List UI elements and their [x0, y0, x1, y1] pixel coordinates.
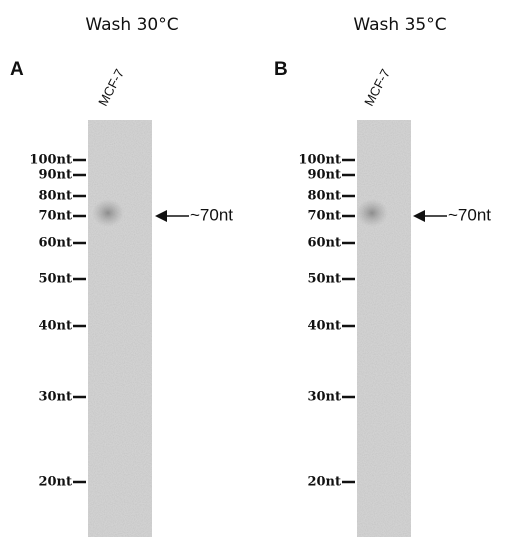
- band: [356, 199, 388, 227]
- band: [92, 199, 124, 227]
- panel-letter: A: [10, 59, 24, 80]
- marker-label: 80nt: [38, 189, 72, 204]
- arrow-head: [155, 210, 167, 222]
- marker-label: 60nt: [38, 236, 72, 251]
- marker-label: 100nt: [29, 153, 72, 168]
- marker-label: 70nt: [307, 209, 341, 224]
- marker-label: 30nt: [307, 390, 341, 405]
- blot-grain: [88, 120, 152, 537]
- blot-grain: [357, 120, 411, 537]
- marker-label: 90nt: [307, 168, 341, 183]
- panel-title: Wash 35°C: [353, 15, 446, 35]
- lane-label: MCF-7: [361, 66, 393, 108]
- panel-letter: B: [274, 59, 288, 80]
- arrow-label: ~70nt: [448, 205, 491, 224]
- panel-title: Wash 30°C: [85, 15, 178, 35]
- marker-label: 20nt: [38, 475, 72, 490]
- marker-label: 30nt: [38, 390, 72, 405]
- marker-label: 90nt: [38, 168, 72, 183]
- marker-label: 40nt: [307, 319, 341, 334]
- marker-label: 70nt: [38, 209, 72, 224]
- marker-label: 60nt: [307, 236, 341, 251]
- arrow-label: ~70nt: [190, 205, 233, 224]
- marker-label: 50nt: [38, 272, 72, 287]
- arrow-head: [413, 210, 425, 222]
- marker-label: 80nt: [307, 189, 341, 204]
- marker-label: 100nt: [298, 153, 341, 168]
- marker-label: 20nt: [307, 475, 341, 490]
- marker-label: 50nt: [307, 272, 341, 287]
- lane-label: MCF-7: [95, 66, 127, 108]
- marker-label: 40nt: [38, 319, 72, 334]
